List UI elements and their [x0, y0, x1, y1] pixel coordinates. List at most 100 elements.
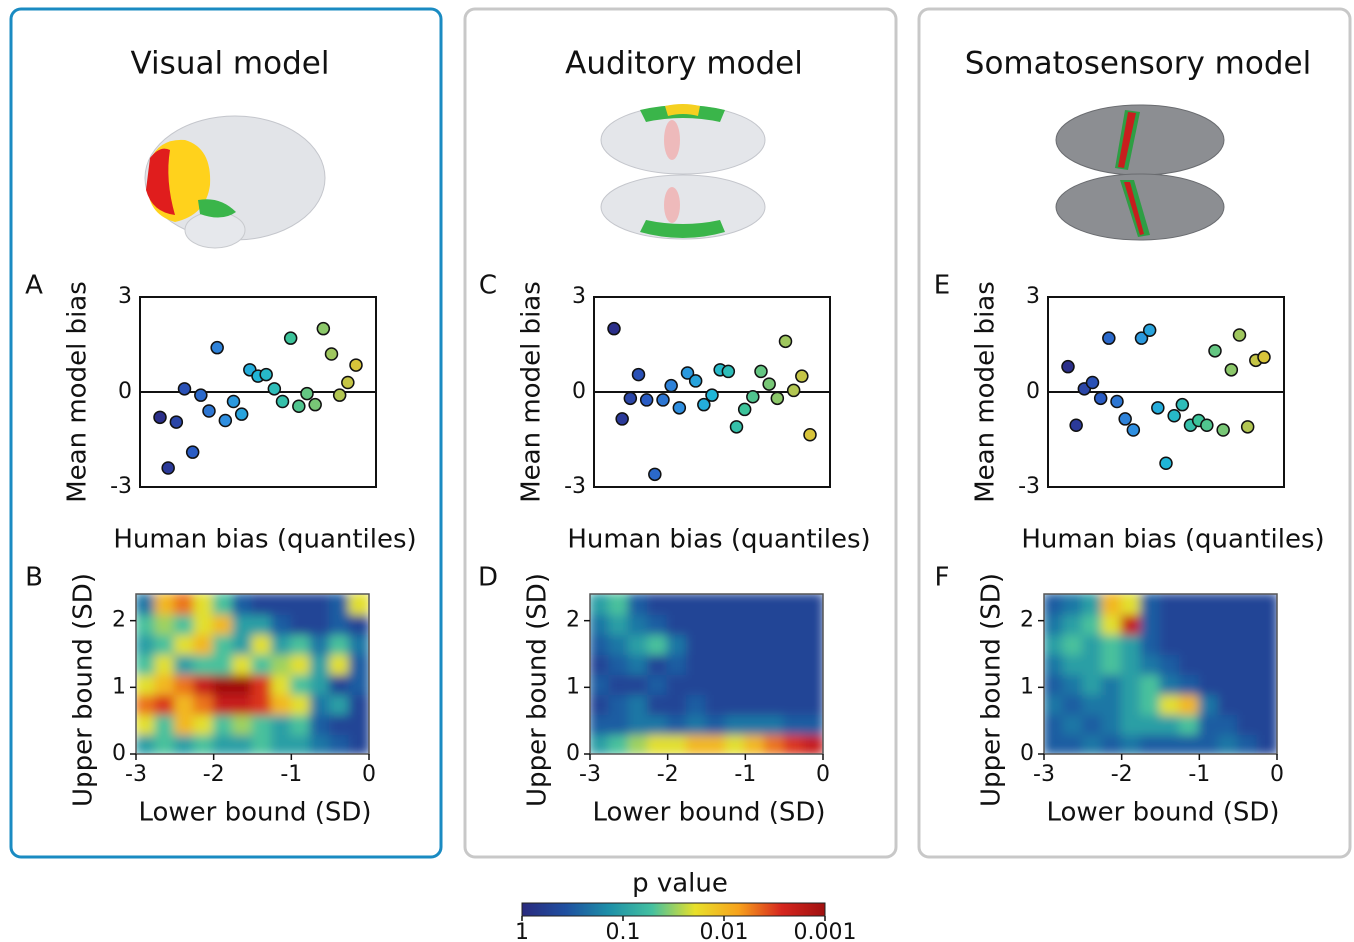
heatmap-cell [310, 733, 331, 755]
heatmap-cell [1140, 613, 1161, 635]
heatmap-cell [725, 673, 746, 695]
point [1258, 351, 1270, 363]
heatmap-cell [1082, 713, 1103, 735]
y-tick-label: -3 [1018, 474, 1040, 499]
heatmap-cell [1198, 593, 1219, 615]
x-axis-label: Lower bound (SD) [592, 798, 825, 828]
x-tick-label: -1 [734, 762, 756, 787]
heatmap-cell [706, 653, 727, 675]
heatmap-cell [667, 673, 688, 695]
heatmap-cell [213, 713, 234, 735]
heatmap-cell [174, 673, 195, 695]
y-tick-label: -3 [564, 474, 586, 499]
heatmap-cell [193, 613, 214, 635]
heatmap-cell [628, 613, 649, 635]
heatmap-cell [1198, 713, 1219, 735]
heatmap-cell [764, 693, 785, 715]
heatmap-cell [1062, 633, 1083, 655]
heatmap-cell [135, 733, 156, 755]
heatmap-cell [1198, 693, 1219, 715]
heatmap-cell [154, 673, 175, 695]
heatmap-cell [647, 653, 668, 675]
heatmap [1043, 593, 1278, 755]
heatmap-cell [589, 653, 610, 675]
heatmap-cell [1121, 633, 1142, 655]
heatmap-cell [706, 593, 727, 615]
point [219, 415, 231, 427]
heatmap-cell [193, 733, 214, 755]
point [624, 392, 636, 404]
heatmap-cell [1082, 633, 1103, 655]
x-axis-label: Lower bound (SD) [1046, 798, 1279, 828]
heatmap-cell [744, 713, 765, 735]
heatmap-cell [1257, 653, 1278, 675]
heatmap-cell [135, 673, 156, 695]
heatmap-cell [1160, 713, 1181, 735]
heatmap-cell [1101, 733, 1122, 755]
heatmap-cell [706, 733, 727, 755]
point [268, 383, 280, 395]
point [1201, 419, 1213, 431]
point [1144, 324, 1156, 336]
colorbar-title: p value [632, 869, 728, 899]
point [154, 411, 166, 423]
heatmap-cell [1121, 713, 1142, 735]
x-tick-label: -2 [1111, 762, 1133, 787]
heatmap-cell [213, 673, 234, 695]
heatmap-cell [725, 693, 746, 715]
y-tick-label: -3 [110, 474, 132, 499]
x-tick-label: -2 [203, 762, 225, 787]
heatmap-cell [686, 633, 707, 655]
heatmap-cell [706, 633, 727, 655]
heatmap-cell [1198, 633, 1219, 655]
heatmap-cell [329, 633, 350, 655]
heatmap-cell [647, 673, 668, 695]
heatmap-cell [1179, 733, 1200, 755]
heatmap-cell [628, 673, 649, 695]
heatmap-cell [764, 673, 785, 695]
heatmap-cell [667, 693, 688, 715]
y-tick-label: 3 [118, 284, 132, 309]
heatmap-cell [193, 693, 214, 715]
point [608, 323, 620, 335]
y-tick-label: 1 [1020, 674, 1034, 699]
heatmap-cell [252, 693, 273, 715]
heatmap-cell [290, 713, 311, 735]
heatmap-cell [252, 713, 273, 735]
point [1127, 424, 1139, 436]
x-axis-label: Human bias (quantiles) [1021, 525, 1324, 555]
heatmap-cell [1121, 653, 1142, 675]
heatmap-cell [686, 613, 707, 635]
point [747, 391, 759, 403]
heatmap-cell [647, 633, 668, 655]
heatmap-cell [154, 593, 175, 615]
heatmap-cell [1237, 613, 1258, 635]
heatmap-cell [329, 693, 350, 715]
heatmap-cell [764, 733, 785, 755]
heatmap-cell [1101, 633, 1122, 655]
point [804, 429, 816, 441]
heatmap-cell [135, 633, 156, 655]
heatmap-cell [1257, 693, 1278, 715]
heatmap-cell [1179, 633, 1200, 655]
heatmap-cell [349, 733, 370, 755]
point [796, 370, 808, 382]
heatmap-cell [290, 593, 311, 615]
heatmap-cell [764, 633, 785, 655]
heatmap-cell [271, 613, 292, 635]
heatmap-cell [349, 593, 370, 615]
x-tick-label: -2 [657, 762, 679, 787]
point [1176, 399, 1188, 411]
heatmap-cell [589, 593, 610, 615]
heatmap-cell [628, 733, 649, 755]
heatmap-cell [271, 653, 292, 675]
heatmap-cell [1140, 673, 1161, 695]
heatmap-cell [193, 653, 214, 675]
heatmap-cell [232, 593, 253, 615]
x-tick-label: 0 [816, 762, 830, 787]
heatmap-cell [271, 713, 292, 735]
heatmap-cell [1179, 653, 1200, 675]
point [326, 348, 338, 360]
heatmap-cell [310, 613, 331, 635]
heatmap-cell [310, 693, 331, 715]
